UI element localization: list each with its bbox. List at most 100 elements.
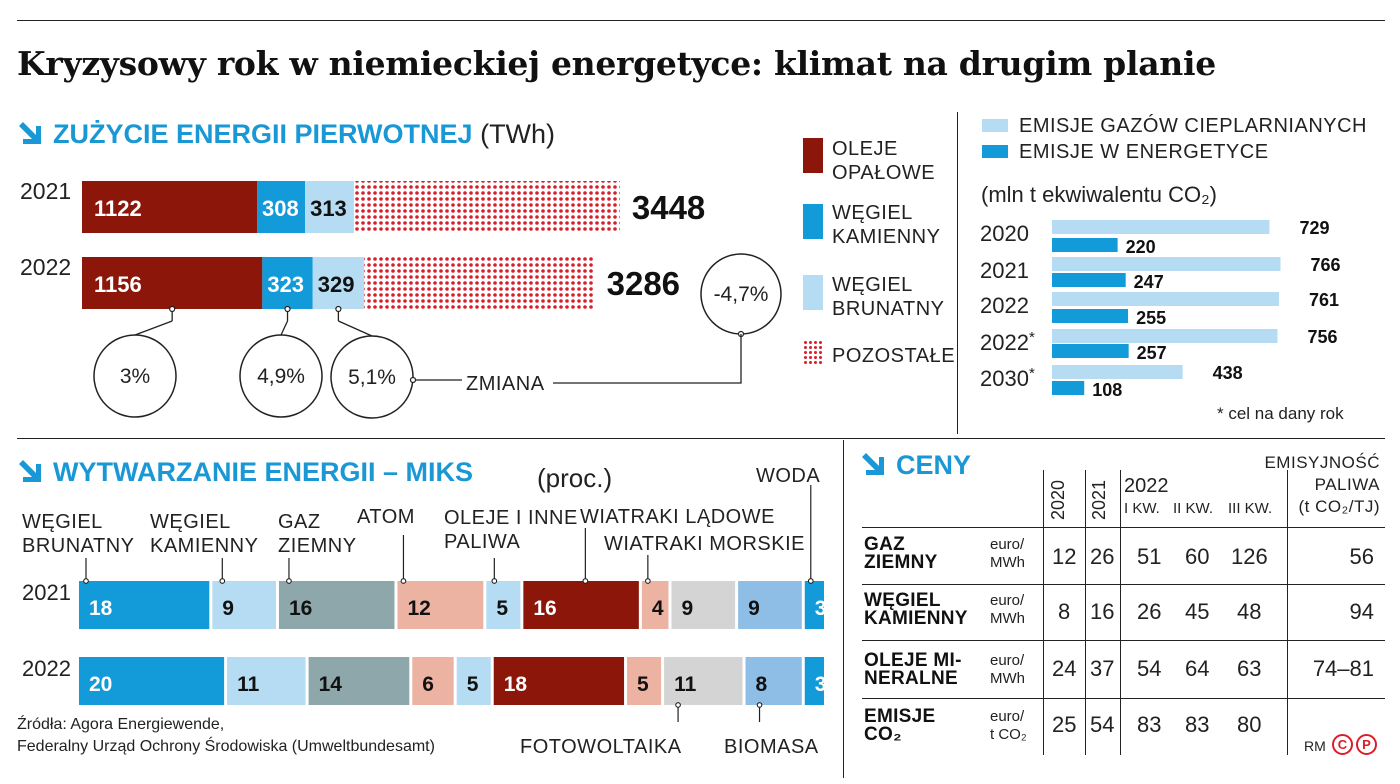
mix-label-wk: WĘGIEL KAMIENNY — [150, 511, 259, 557]
emissions-value-energy: 255 — [1136, 308, 1166, 328]
row-gaz-q3: 126 — [1231, 544, 1268, 569]
legend-label-pozostale: POZOSTAŁE — [832, 345, 956, 367]
mix-bar-value: 11 — [237, 673, 260, 696]
col-head-q1: I KW. — [1124, 500, 1160, 517]
arrow-down-right-icon — [19, 122, 41, 144]
change-connector — [280, 320, 289, 336]
mix-label-oleje: OLEJE I INNE PALIWA — [444, 507, 578, 553]
mix-leader-dot — [582, 578, 589, 584]
mix-label-atom: ATOM — [357, 506, 415, 528]
mix-label-gaz: GAZ ZIEMNY — [278, 511, 357, 557]
emissions-bar-total — [1052, 292, 1280, 306]
table-col-rule-1 — [1043, 470, 1044, 755]
primary-energy-chart: 2021 1122 308 313 3448 2022 1156 323 329 3286 3% 4,… — [20, 178, 782, 419]
table-row-rule-3 — [862, 698, 1385, 699]
change-value: 4,9% — [257, 365, 305, 388]
mix-bar-value: 11 — [674, 673, 697, 696]
emissions-unit: (mln t ekwiwalentu CO₂) — [981, 182, 1217, 207]
emissions-value-total: 729 — [1299, 218, 1329, 238]
mix-bar-value: 3 — [815, 673, 827, 696]
emissions-bar-energy — [1052, 273, 1126, 287]
row-oleje-q3: 63 — [1237, 656, 1262, 681]
emissions-bar-energy — [1052, 381, 1085, 395]
mix-bar-segment — [804, 581, 824, 629]
emissions-bar-energy — [1052, 238, 1118, 252]
primary-bar-value: 1122 — [94, 196, 142, 221]
legend-label-emis-gazy: EMISJE GAZÓW CIEPLARNIANYCH — [1019, 115, 1367, 137]
primary-bar-segment — [364, 257, 595, 309]
mix-bar-value: 18 — [89, 597, 113, 620]
primary-bar-segment — [82, 181, 258, 233]
row-wegiel-name: WĘGIEL KAMIENNY — [864, 590, 968, 629]
change-dot — [284, 305, 291, 313]
row-oleje-name: OLEJE MI- NERALNE — [864, 650, 962, 689]
mix-bar-value: 14 — [319, 673, 343, 696]
divider-middle-horizontal — [17, 438, 1385, 439]
primary-bar-value: 1156 — [94, 272, 142, 297]
primary-year-label: 2021 — [20, 178, 71, 204]
row-emisje-2021: 54 — [1090, 712, 1115, 737]
mix-bar-segment — [671, 581, 736, 629]
row-wegiel-q1: 26 — [1137, 599, 1162, 624]
row-emisje-unit: euro/t CO₂ — [990, 708, 1027, 743]
legend-label-oleje: OLEJE OPAŁOWE — [832, 138, 936, 184]
legend-swatch-emis-gazy — [982, 119, 1008, 132]
mix-bar-value: 5 — [496, 597, 508, 620]
emissions-bar-total — [1052, 257, 1281, 271]
mix-year-label: 2022 — [22, 656, 71, 681]
change-connector — [134, 320, 173, 336]
mix-leader-dot — [219, 578, 226, 584]
emissions-value-total: 766 — [1310, 255, 1340, 275]
change-dot — [335, 305, 342, 313]
divider-bottom-vertical — [843, 440, 844, 778]
primary-bar-segment — [305, 181, 354, 233]
mix-bar-segment — [804, 657, 824, 705]
mix-bar-segment — [523, 581, 639, 629]
col-head-q2: II KW. — [1173, 500, 1214, 517]
change-dot — [409, 376, 417, 384]
divider-top-vertical — [957, 112, 958, 434]
mix-bar-value: 20 — [89, 673, 112, 696]
mix-bar-segment — [738, 581, 802, 629]
row-wegiel-q3: 48 — [1237, 599, 1262, 624]
mix-bar-value: 4 — [652, 597, 664, 620]
table-row-rule-2 — [862, 640, 1385, 641]
mix-bar-value: 16 — [289, 597, 312, 620]
emissions-year-label: 2030* — [980, 365, 1035, 391]
mix-unit: (proc.) — [537, 463, 613, 493]
mix-leader-dot — [675, 702, 681, 708]
row-gaz-emis: 56 — [1349, 544, 1374, 569]
mix-bar-segment — [493, 657, 625, 705]
mix-bar-value: 6 — [422, 673, 434, 696]
primary-total: 3286 — [607, 265, 680, 302]
mix-bar-segment — [308, 657, 410, 705]
emissions-bar-total — [1052, 329, 1278, 343]
primary-bar-value: 323 — [267, 272, 304, 297]
mix-label-wl: WIATRAKI LĄDOWE — [580, 506, 775, 528]
primary-bar-segment — [262, 257, 313, 309]
emissions-bar-energy — [1052, 309, 1129, 323]
change-label: ZMIANA — [466, 373, 545, 395]
emissions-footnote: * cel na dany rok — [1217, 404, 1344, 423]
mix-bar-segment — [412, 657, 454, 705]
primary-bar-value: 308 — [262, 196, 299, 221]
primary-heading-text: ZUŻYCIE ENERGII PIERWOTNEJ — [53, 119, 473, 149]
copyright-c-icon: C — [1332, 734, 1353, 755]
emissions-value-energy: 257 — [1137, 343, 1167, 363]
emissions-year-label: 2021 — [980, 258, 1029, 283]
col-head-2022: 2022 — [1124, 475, 1169, 497]
col-head-2020: 2020 — [1048, 479, 1068, 520]
arrow-down-right-icon — [862, 453, 884, 475]
change-value: -4,7% — [714, 283, 769, 306]
change-connector — [338, 320, 373, 337]
mix-bar-value: 18 — [504, 673, 528, 696]
row-wegiel-2020: 8 — [1058, 599, 1071, 624]
mix-bar-segment — [227, 657, 306, 705]
mix-bar-value: 3 — [815, 597, 827, 620]
primary-bar-segment — [82, 257, 263, 309]
emissions-value-total: 756 — [1308, 327, 1338, 347]
credit-rm: RM — [1304, 738, 1326, 754]
mix-bar-segment — [278, 581, 395, 629]
legend-label-wegiel-brunatny: WĘGIEL BRUNATNY — [832, 274, 945, 320]
row-wegiel-emis: 94 — [1349, 599, 1374, 624]
